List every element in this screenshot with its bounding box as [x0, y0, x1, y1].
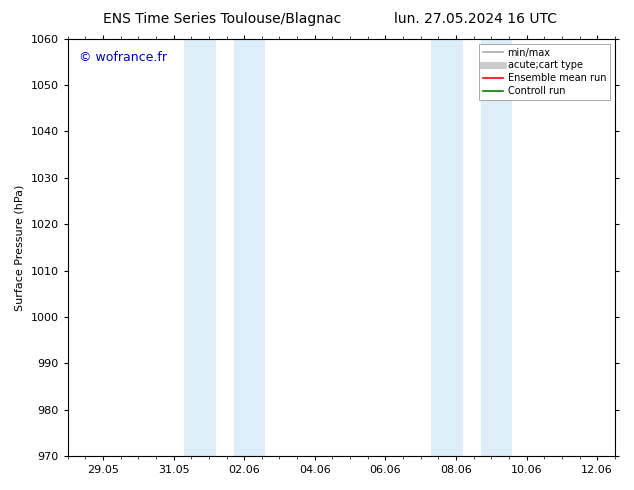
Bar: [481, 39, 512, 456]
Text: ENS Time Series Toulouse/Blagnac: ENS Time Series Toulouse/Blagnac: [103, 12, 341, 26]
Bar: [431, 39, 463, 456]
Y-axis label: Surface Pressure (hPa): Surface Pressure (hPa): [15, 184, 25, 311]
Bar: [233, 39, 266, 456]
Bar: [184, 39, 216, 456]
Text: © wofrance.fr: © wofrance.fr: [79, 51, 167, 64]
Text: lun. 27.05.2024 16 UTC: lun. 27.05.2024 16 UTC: [394, 12, 557, 26]
Legend: min/max, acute;cart type, Ensemble mean run, Controll run: min/max, acute;cart type, Ensemble mean …: [479, 44, 610, 100]
